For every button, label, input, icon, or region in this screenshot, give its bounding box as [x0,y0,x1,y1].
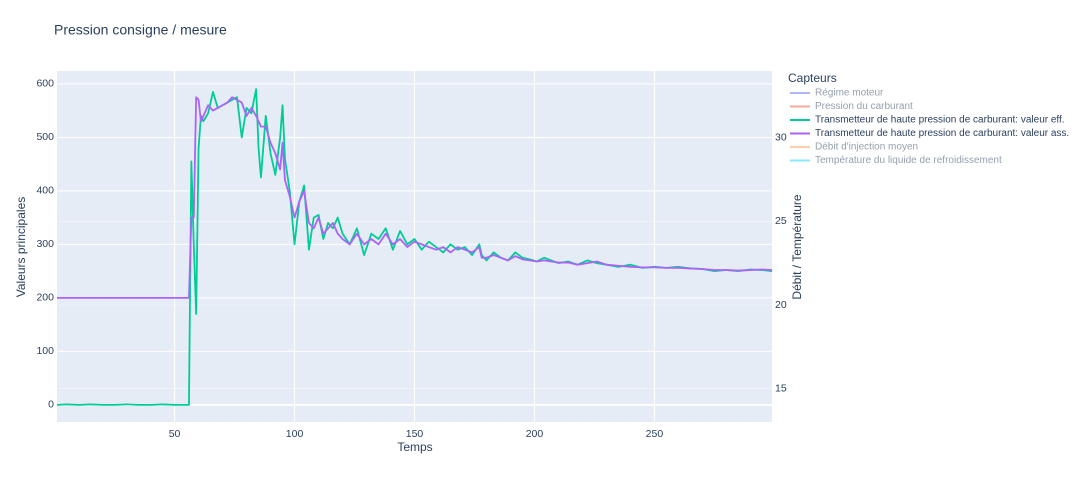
legend-label[interactable]: Température du liquide de refroidissemen… [815,155,1002,166]
series-line [57,96,773,299]
legend-label[interactable]: Transmetteur de haute pression de carbur… [815,128,1069,139]
x-tick-label: 50 [169,428,181,440]
x-tick-label: 100 [286,428,304,440]
y-tick-label: 100 [36,345,54,357]
x-axis-title: Temps [397,440,432,454]
chart-title: Pression consigne / mesure [54,22,227,38]
series-line [56,88,773,406]
x-tick-label: 150 [406,428,424,440]
y-tick-label: 0 [48,399,54,411]
legend-title: Capteurs [788,71,837,85]
y2-tick-label: 25 [775,215,787,227]
x-tick-label: 200 [526,428,544,440]
y-tick-label: 300 [36,238,54,250]
y2-tick-label: 15 [775,382,787,394]
y2-tick-label: 20 [775,299,787,311]
legend-label[interactable]: Transmetteur de haute pression de carbur… [815,115,1065,126]
y-axis-title: Valeurs principales [14,197,28,298]
legend-label[interactable]: Régime moteur [815,88,884,99]
legend-label[interactable]: Débit d'injection moyen [815,142,918,153]
x-tick-label: 250 [646,428,664,440]
legend-label[interactable]: Pression du carburant [815,101,913,112]
y-tick-label: 400 [36,185,54,197]
y2-axis-title: Débit / Température [790,194,804,299]
y-tick-label: 500 [36,131,54,143]
y-tick-label: 200 [36,292,54,304]
y2-tick-label: 30 [775,132,787,144]
y-tick-label: 600 [36,78,54,90]
